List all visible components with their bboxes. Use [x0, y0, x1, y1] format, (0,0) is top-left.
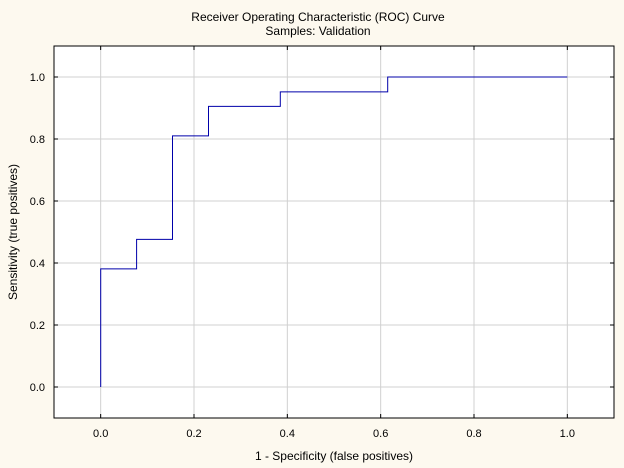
x-axis-label: 1 - Specificity (false positives): [255, 449, 413, 463]
x-tick-label: 0.8: [466, 428, 481, 440]
x-tick-label: 0.0: [93, 428, 108, 440]
grid-layer: [54, 46, 614, 418]
chart-title: Receiver Operating Characteristic (ROC) …: [191, 10, 445, 24]
plot-area: [53, 45, 615, 419]
y-tick-label: 0.0: [30, 382, 45, 394]
tick-layer: 0.0 0.2 0.4 0.6 0.8 1.0 0.0 0.2 0.4 0.6 0.8 1.0: [30, 45, 615, 440]
x-tick-label: 1.0: [560, 428, 575, 440]
x-tick-label: 0.2: [186, 428, 201, 440]
x-tick-label: 0.6: [373, 428, 388, 440]
y-tick-label: 0.4: [30, 258, 45, 270]
series-layer: [100, 76, 568, 387]
chart-subtitle: Samples: Validation: [265, 24, 370, 38]
y-tick-label: 1.0: [30, 72, 45, 84]
y-tick-label: 0.2: [30, 320, 45, 332]
y-tick-label: 0.8: [30, 134, 45, 146]
y-axis-label: Sensitivity (true positives): [6, 164, 20, 300]
y-tick-label: 0.6: [30, 196, 45, 208]
x-tick-label: 0.4: [280, 428, 295, 440]
plot-border: [53, 45, 615, 419]
roc-curve-line: [100, 76, 568, 387]
